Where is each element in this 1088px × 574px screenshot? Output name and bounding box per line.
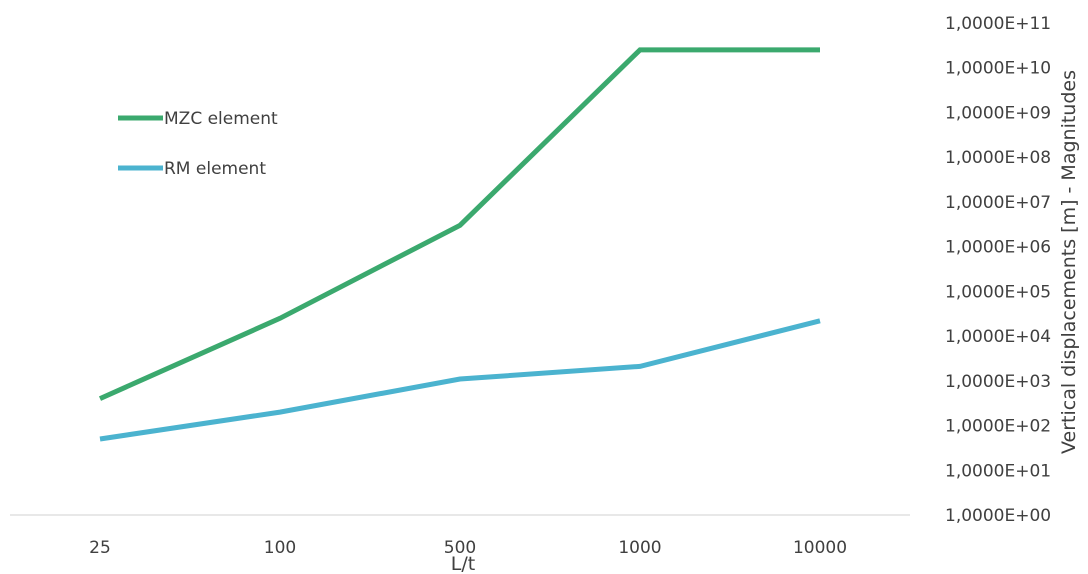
y-axis-title: Vertical displacements [m] - Magnitudes [1058, 70, 1080, 454]
y-tick-label: 1,0000E+01 [945, 461, 1051, 481]
legend-label: MZC element [164, 109, 278, 129]
x-tick-label: 100 [264, 538, 296, 558]
y-tick-label: 1,0000E+10 [945, 59, 1051, 79]
y-tick-label: 1,0000E+04 [945, 327, 1051, 347]
y-tick-label: 1,0000E+03 [945, 372, 1051, 392]
y-tick-label: 1,0000E+02 [945, 417, 1051, 437]
series-line [98, 47, 820, 401]
legend-label: RM element [164, 159, 266, 179]
x-axis-title: L/t [451, 553, 475, 574]
x-tick-label: 500 [444, 538, 476, 558]
y-tick-label: 1,0000E+05 [945, 282, 1051, 302]
x-tick-label: 25 [89, 538, 111, 558]
y-tick-label: 1,0000E+06 [945, 238, 1051, 258]
y-tick-label: 1,0000E+09 [945, 103, 1051, 123]
y-tick-label: 1,0000E+08 [945, 148, 1051, 168]
y-tick-label: 1,0000E+07 [945, 193, 1051, 213]
series-line [99, 318, 821, 442]
y-tick-label: 1,0000E+11 [945, 14, 1051, 34]
x-tick-label: 10000 [793, 538, 847, 558]
x-tick-label: 1000 [618, 538, 661, 558]
y-tick-label: 1,0000E+00 [945, 506, 1051, 526]
